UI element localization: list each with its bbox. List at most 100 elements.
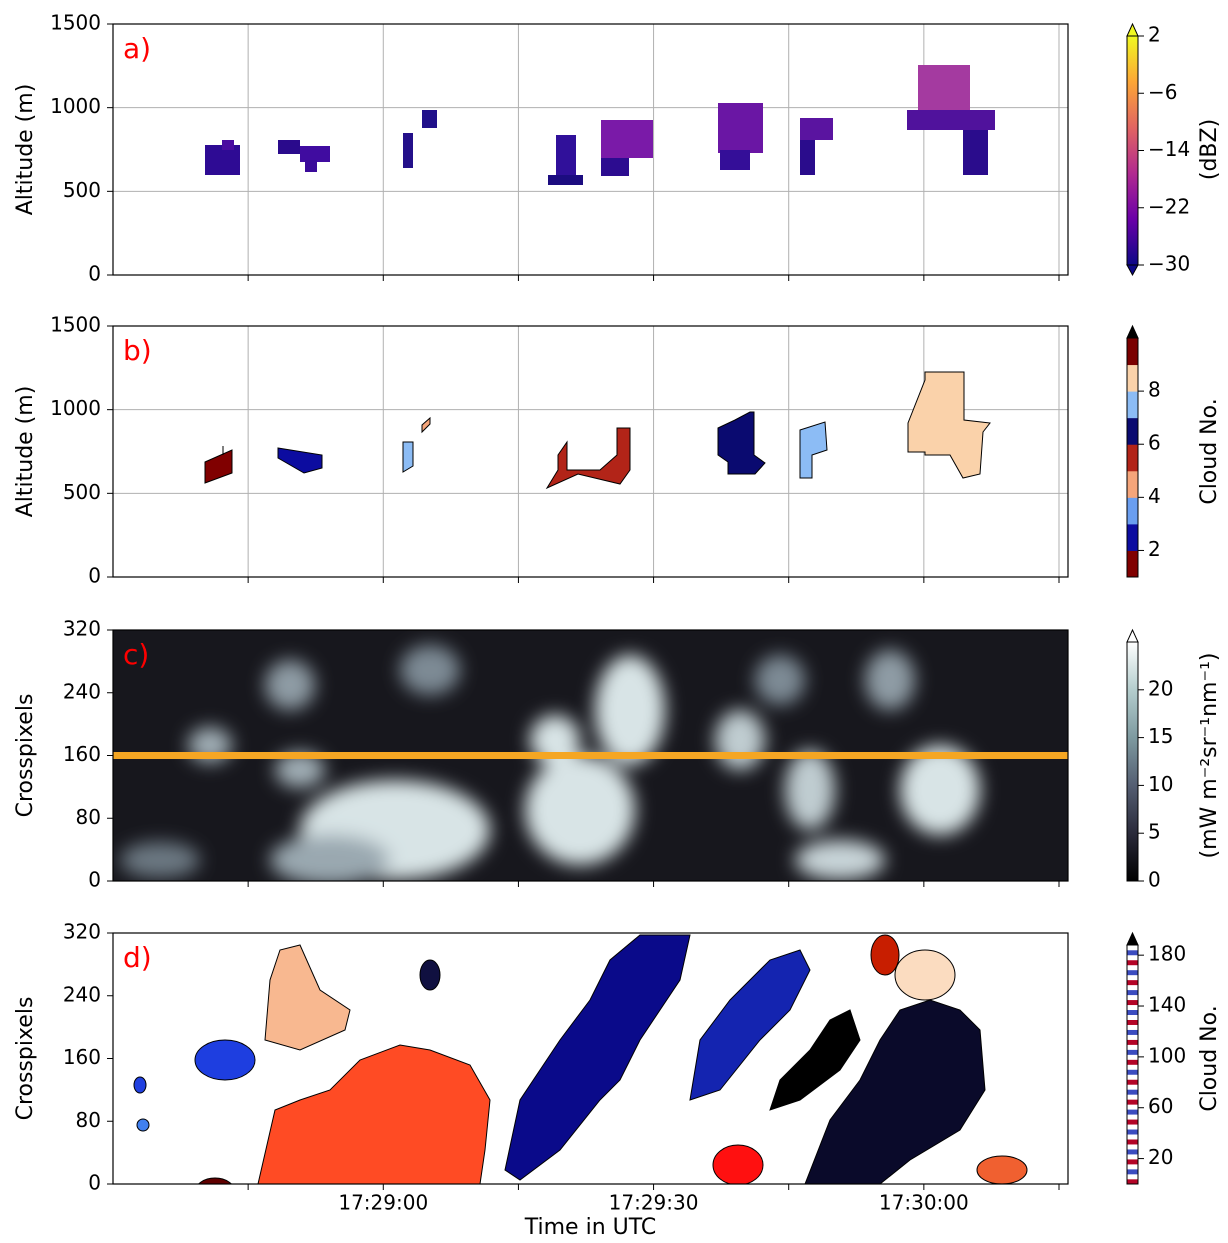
colorbar-segment xyxy=(1127,959,1138,966)
colorbar-segment xyxy=(1127,1019,1138,1025)
colorbar-segment xyxy=(1127,523,1138,551)
colorbar-tick-label: −30 xyxy=(1148,252,1190,276)
y-axis-label: Crosspixels xyxy=(13,997,38,1121)
colorbar-segment xyxy=(1127,954,1138,961)
x-tick-label: 17:29:00 xyxy=(338,1191,428,1215)
colorbar-tick-label: 100 xyxy=(1148,1043,1186,1067)
colorbar-segment xyxy=(1127,1039,1138,1045)
colorbar-extend-top xyxy=(1126,931,1139,946)
panel-label: d) xyxy=(123,941,152,974)
y-tick-label: 320 xyxy=(63,617,101,641)
x-axis-label: Time in UTC xyxy=(524,1215,657,1240)
x-tick-label: 17:29:30 xyxy=(609,1191,699,1215)
colorbar-segment xyxy=(1127,444,1138,472)
colorbar-tick-label: −22 xyxy=(1148,194,1190,218)
colorbar-segment xyxy=(1127,1159,1138,1165)
colorbar-segment xyxy=(1127,1084,1138,1090)
colorbar-segment xyxy=(1127,1074,1138,1080)
colorbar-frame xyxy=(1126,641,1139,882)
colorbar-segment xyxy=(1127,1169,1138,1175)
colorbar-segment xyxy=(1127,974,1138,981)
colorbar-tick-label: 140 xyxy=(1148,993,1186,1017)
colorbar-segment xyxy=(1127,1079,1138,1085)
colorbar-segment xyxy=(1127,1034,1138,1040)
colorbar-segment xyxy=(1127,964,1138,971)
colorbar-segment xyxy=(1127,1179,1138,1185)
colorbar-segment xyxy=(1127,945,1138,951)
colorbar-segment xyxy=(1127,1059,1138,1065)
y-tick-label: 500 xyxy=(63,178,101,202)
y-tick-label: 0 xyxy=(88,564,101,588)
y-tick-label: 320 xyxy=(63,920,101,944)
colorbar-segment xyxy=(1127,1094,1138,1100)
colorbar-frame xyxy=(1126,337,1139,578)
colorbar-segment xyxy=(1127,1099,1138,1105)
cloud-polygons xyxy=(204,371,991,490)
colorbar-segment xyxy=(1127,1109,1138,1115)
colorbar-tick-label: 5 xyxy=(1148,820,1161,844)
y-tick-label: 240 xyxy=(63,679,101,703)
colorbar-segment xyxy=(1127,1104,1138,1110)
y-tick-label: 0 xyxy=(88,1171,101,1195)
colorbar-tick-label: 6 xyxy=(1148,431,1161,455)
y-axis-label: Crosspixels xyxy=(13,694,38,818)
colorbar-tick-label: 4 xyxy=(1148,484,1161,508)
colorbar-segment xyxy=(1127,364,1138,392)
colorbar-segment xyxy=(1127,1044,1138,1050)
x-tick-label: 17:30:00 xyxy=(879,1191,969,1215)
colorbar-segment xyxy=(1127,984,1138,991)
axes-frame xyxy=(112,23,1069,276)
y-tick-label: 0 xyxy=(88,262,101,286)
colorbar-segment xyxy=(1127,550,1138,578)
y-tick-label: 160 xyxy=(63,742,101,766)
colorbar-tick-label: 2 xyxy=(1148,23,1161,47)
panel-label: b) xyxy=(123,334,152,367)
y-tick-label: 80 xyxy=(76,1108,101,1132)
cloud-label-image xyxy=(113,933,1068,1184)
colorbar-segment xyxy=(1127,470,1138,498)
y-tick-label: 1500 xyxy=(50,11,101,35)
y-tick-label: 1000 xyxy=(50,396,101,420)
colorbar-label: (mW m⁻²sr⁻¹nm⁻¹) xyxy=(1197,653,1222,859)
colorbar-segment xyxy=(1127,979,1138,986)
colorbar-tick-label: 20 xyxy=(1148,1145,1173,1169)
colorbar-segment xyxy=(1127,1049,1138,1055)
colorbar-segment xyxy=(1127,1089,1138,1095)
colorbar-segment xyxy=(1127,1154,1138,1160)
colorbar-segment xyxy=(1127,1014,1138,1020)
colorbar-segment xyxy=(1127,1054,1138,1060)
colorbar-gradient-bar xyxy=(1127,36,1138,265)
panel-label: a) xyxy=(123,32,151,65)
y-tick-label: 0 xyxy=(88,868,101,892)
y-tick-label: 160 xyxy=(63,1045,101,1069)
colorbar-extend-top xyxy=(1126,324,1139,339)
colorbar-tick-label: −14 xyxy=(1148,137,1190,161)
colorbar-segment xyxy=(1127,1114,1138,1120)
colorbar-segment xyxy=(1127,1149,1138,1155)
colorbar-segment xyxy=(1127,1174,1138,1180)
y-tick-label: 500 xyxy=(63,480,101,504)
colorbar-segment xyxy=(1127,999,1138,1006)
colorbar-label: Cloud No. xyxy=(1197,398,1222,504)
y-tick-label: 1500 xyxy=(50,313,101,337)
colorbar-segment xyxy=(1127,994,1138,1001)
colorbar-extend-top xyxy=(1126,22,1139,37)
colorbar-segment xyxy=(1127,949,1138,956)
colorbar-segment xyxy=(1127,391,1138,419)
y-axis-label: Altitude (m) xyxy=(13,84,38,216)
colorbar-segment xyxy=(1127,338,1138,366)
axes-frame xyxy=(112,325,1069,578)
radar-reflectivity xyxy=(205,65,995,185)
colorbar-tick-label: 8 xyxy=(1148,378,1161,402)
y-tick-label: 80 xyxy=(76,805,101,829)
colorbar-tick-label: 60 xyxy=(1148,1094,1173,1118)
colorbar-segment xyxy=(1127,1004,1138,1011)
colorbar-segment xyxy=(1127,1069,1138,1075)
colorbar-segment xyxy=(1127,989,1138,996)
colorbar-segment xyxy=(1127,1124,1138,1130)
colorbar-segment xyxy=(1127,417,1138,445)
colorbar-segment xyxy=(1127,1139,1138,1145)
